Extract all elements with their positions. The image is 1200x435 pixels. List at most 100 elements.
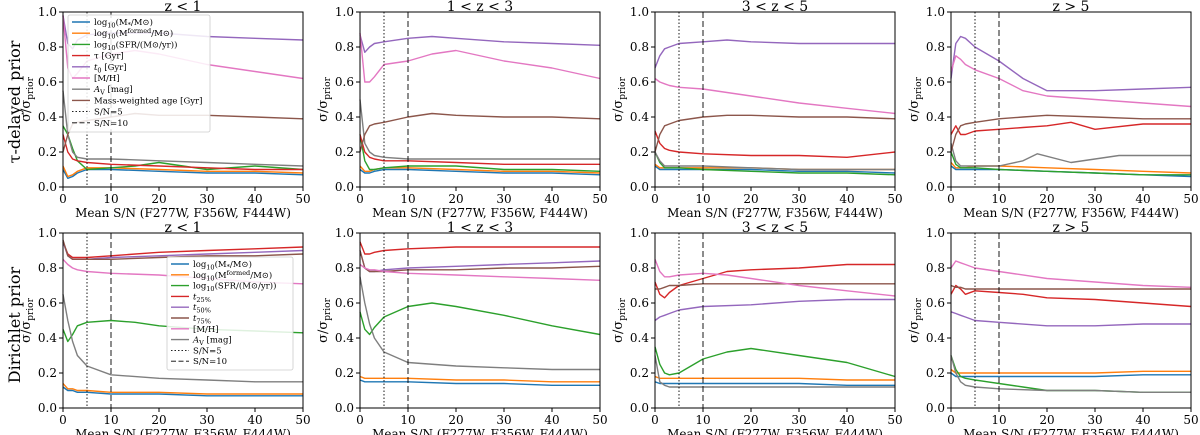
legend-label: log10(Mformed/M⊙) (94, 27, 173, 41)
series-line-log10-sfr-m-yr- (654, 151, 896, 176)
y-tick-label: 1.0 (335, 226, 354, 240)
x-tick-label: 10 (991, 192, 1006, 206)
y-tick-label: 0.8 (926, 40, 945, 54)
axes-frame (62, 11, 304, 188)
x-axis-label: Mean S/N (F277W, F356W, F444W) (963, 206, 1179, 220)
y-tick-label: 0.4 (926, 331, 945, 345)
axes-frame (950, 232, 1192, 409)
x-tick-label: 40 (544, 413, 559, 427)
y-axis-label: σ/σprior (19, 76, 36, 122)
y-tick-label: 0.2 (926, 366, 945, 380)
y-tick-label: 0.2 (926, 145, 945, 159)
x-tick-label: 30 (1087, 413, 1102, 427)
series-line--gyr- (62, 134, 303, 171)
legend-label: log10(SFR/(M⊙/yr)) (94, 39, 177, 52)
x-tick-label: 0 (947, 192, 955, 206)
series-line-t-50- (654, 298, 895, 322)
series-line-a-v-mag- (654, 355, 895, 388)
x-tick-label: 20 (151, 192, 166, 206)
y-tick-label: 0.4 (38, 331, 57, 345)
series-line--gyr- (359, 134, 600, 166)
row-label-tau-delayed: τ-delayed prior (5, 40, 24, 163)
x-tick-label: 30 (199, 192, 214, 206)
series-line-t-50- (950, 311, 1191, 327)
x-tick-label: 30 (791, 192, 806, 206)
x-tick-label: 10 (103, 413, 118, 427)
x-tick-label: 10 (695, 413, 710, 427)
series-line-log10-sfr-m-yr- (654, 346, 896, 378)
legend: log10(M*/M⊙)log10(Mformed/M⊙)log10(SFR/(… (166, 256, 294, 371)
x-tick-label: 30 (496, 413, 511, 427)
series-line-a-v-mag- (62, 294, 303, 383)
y-tick-label: 1.0 (926, 5, 945, 19)
x-tick-label: 0 (59, 413, 67, 427)
y-tick-label: 1.0 (38, 226, 57, 240)
axes-frame (359, 232, 601, 409)
y-tick-label: 0.4 (630, 110, 649, 124)
y-tick-label: 1.0 (630, 226, 649, 240)
y-tick-label: 0.0 (926, 180, 945, 194)
y-axis-label: σ/σprior (19, 297, 36, 343)
y-tick-label: 1.0 (38, 5, 57, 19)
series-line-t-25- (654, 263, 895, 299)
y-tick-label: 0.6 (926, 75, 945, 89)
y-axis-label: σ/σprior (907, 297, 924, 343)
y-tick-label: 0.4 (335, 110, 354, 124)
axes-frame (62, 232, 304, 409)
x-tick-label: 10 (695, 192, 710, 206)
x-axis-label: Mean S/N (F277W, F356W, F444W) (667, 206, 883, 220)
series-line-mass-weighted-age-gyr- (359, 112, 601, 153)
y-tick-label: 1.0 (630, 5, 649, 19)
y-tick-label: 0.4 (38, 110, 57, 124)
y-tick-label: 0.4 (630, 331, 649, 345)
x-tick-label: 40 (1135, 413, 1150, 427)
series-line-t-0-gyr- (654, 39, 895, 69)
x-tick-label: 20 (743, 192, 758, 206)
y-tick-label: 0.8 (335, 261, 354, 275)
x-axis-label: Mean S/N (F277W, F356W, F444W) (75, 427, 291, 435)
x-tick-label: 40 (839, 192, 854, 206)
x-tick-label: 20 (448, 413, 463, 427)
series-line-log10-m-m- (359, 379, 600, 386)
y-tick-label: 0.6 (335, 296, 354, 310)
x-tick-label: 50 (1183, 192, 1198, 206)
y-axis-label: σ/σprior (316, 76, 333, 122)
y-axis-label: σ/σprior (316, 297, 333, 343)
y-tick-label: 0.0 (335, 180, 354, 194)
panel-1-2: 0 10 20 30 40 50 0.0 0.2 0.4 0.6 0.8 1.0 3 < z < 5 Me… (611, 220, 903, 435)
y-tick-label: 0.0 (630, 180, 649, 194)
x-tick-label: 40 (247, 192, 262, 206)
x-axis-label: Mean S/N (F277W, F356W, F444W) (75, 206, 291, 220)
series-line-log10-sfr-m-yr- (950, 355, 1191, 393)
x-tick-label: 0 (651, 192, 659, 206)
x-tick-label: 50 (295, 413, 310, 427)
y-axis-label: σ/σprior (611, 76, 628, 122)
y-tick-label: 0.6 (630, 296, 649, 310)
series-line-t-75- (655, 283, 895, 290)
panel-1-3: 0 10 20 30 40 50 0.0 0.2 0.4 0.6 0.8 1.0 z > 5 Mean S… (907, 220, 1199, 435)
x-tick-label: 40 (839, 413, 854, 427)
y-tick-label: 0.0 (38, 401, 57, 415)
axes-frame (950, 11, 1192, 188)
x-tick-label: 40 (544, 192, 559, 206)
series-line--m-h- (950, 55, 1192, 108)
series-line-log10-m-formed-m- (62, 383, 303, 395)
row-label-dirichlet: Dirichlet prior (5, 266, 24, 383)
panel-0-3: 0 10 20 30 40 50 0.0 0.2 0.4 0.6 0.8 1.0 z > 5 Mean S… (907, 0, 1199, 220)
x-tick-label: 10 (991, 413, 1006, 427)
y-tick-label: 0.4 (335, 331, 354, 345)
legend-label: t0 [Gyr] (94, 63, 127, 75)
series-line-log10-m-m- (359, 168, 601, 176)
y-tick-label: 0.2 (630, 366, 649, 380)
x-tick-label: 50 (592, 192, 607, 206)
legend-label: [M/H] (193, 325, 219, 335)
y-tick-label: 0.8 (335, 40, 354, 54)
y-axis-label: σ/σprior (611, 297, 628, 343)
x-tick-label: 20 (151, 413, 166, 427)
x-tick-label: 0 (356, 192, 364, 206)
y-tick-label: 0.6 (38, 75, 57, 89)
series-line-log10-m-m- (62, 386, 303, 397)
x-tick-label: 30 (1087, 192, 1102, 206)
y-tick-label: 0.8 (630, 40, 649, 54)
panel-title: z < 1 (165, 0, 202, 15)
